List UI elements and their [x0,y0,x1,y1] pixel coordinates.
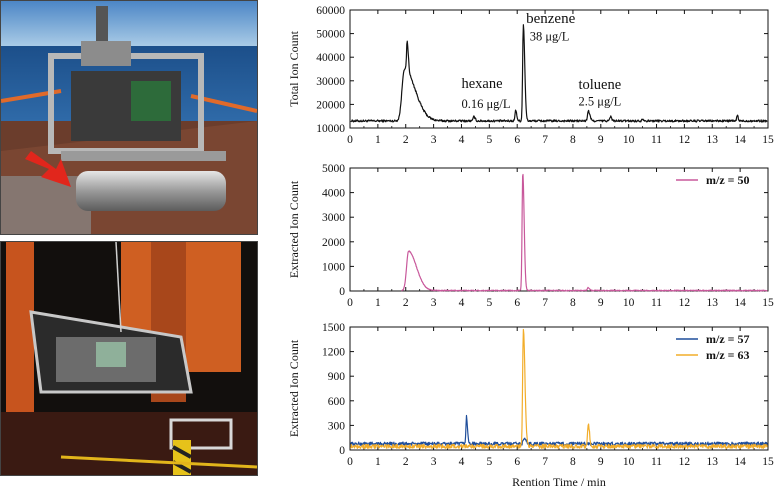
x-tick-label: 6 [514,134,520,146]
x-tick-label: 6 [514,456,520,468]
y-tick-label: 1500 [322,322,345,334]
x-tick-label: 14 [734,297,746,309]
x-tick-label: 4 [459,134,465,146]
x-tick-label: 5 [486,134,492,146]
x-tick-label: 8 [570,134,576,146]
y-tick-label: 0 [339,445,345,457]
x-tick-label: 9 [598,456,604,468]
series-line-m-z-50 [401,173,768,292]
y-tick-label: 1000 [322,261,345,273]
x-tick-label: 3 [431,297,437,309]
x-axis-label: Rention Time / min [512,475,606,489]
series-line-tic [350,24,768,123]
y-axis-label: Extracted Ion Count [287,339,301,437]
y-tick-label: 5000 [322,163,345,175]
y-tick-label: 60000 [316,5,345,17]
x-tick-label: 10 [623,456,635,468]
x-tick-label: 6 [514,297,520,309]
x-tick-label: 9 [598,134,604,146]
x-tick-label: 8 [570,297,576,309]
x-tick-label: 12 [679,456,691,468]
photo-column [0,0,258,498]
y-tick-label: 20000 [316,99,345,111]
x-tick-label: 14 [734,456,746,468]
x-tick-label: 12 [679,134,691,146]
x-tick-label: 10 [623,134,635,146]
x-tick-label: 9 [598,297,604,309]
peak-annotation: benzene [526,11,575,27]
y-axis-label: Total Ion Count [287,30,301,106]
x-tick-label: 3 [431,456,437,468]
peak-annotation: 2.5 μg/L [579,95,622,109]
photo-sensor-on-deck [0,0,258,235]
y-tick-label: 50000 [316,29,345,41]
x-tick-label: 8 [570,456,576,468]
x-tick-label: 0 [347,297,353,309]
x-tick-label: 13 [707,297,719,309]
y-tick-label: 30000 [316,76,345,88]
x-tick-label: 5 [486,297,492,309]
x-tick-label: 7 [542,456,548,468]
y-tick-label: 40000 [316,52,345,64]
y-tick-label: 1200 [322,347,345,359]
x-tick-label: 3 [431,134,437,146]
legend-entry: m/z = 50 [706,173,750,187]
y-tick-label: 300 [328,420,346,432]
peak-annotation: hexane [461,76,502,92]
x-tick-label: 13 [707,456,719,468]
y-tick-label: 0 [339,286,345,298]
x-tick-label: 5 [486,456,492,468]
x-tick-label: 0 [347,456,353,468]
x-tick-label: 15 [762,297,774,309]
x-tick-label: 1 [375,134,381,146]
photo-sensor-deployment-night [0,241,258,476]
chromatogram-panels: 0 1 2 3 4 5 6 7 8 9 10 11 12 13 14 15100002000030000400… [287,5,774,489]
x-tick-label: 12 [679,297,691,309]
y-axis-label: Extracted Ion Count [287,180,301,278]
x-tick-label: 2 [403,456,409,468]
x-tick-label: 0 [347,134,353,146]
peak-annotation: toluene [579,77,622,93]
y-tick-label: 3000 [322,212,345,224]
x-tick-label: 7 [542,297,548,309]
x-tick-label: 2 [403,134,409,146]
peak-annotation: 38 μg/L [530,30,570,44]
x-tick-label: 7 [542,134,548,146]
chart-column: 0 1 2 3 4 5 6 7 8 9 10 11 12 13 14 15 10000 20000 30000 400… [258,0,779,498]
x-tick-label: 11 [651,456,662,468]
x-tick-label: 1 [375,456,381,468]
x-tick-label: 11 [651,297,662,309]
x-tick-label: 4 [459,297,465,309]
y-tick-label: 4000 [322,188,345,200]
y-tick-label: 900 [328,371,346,383]
x-tick-label: 11 [651,134,662,146]
x-tick-label: 1 [375,297,381,309]
x-tick-label: 13 [707,134,719,146]
series-line-m-z-63 [350,328,768,449]
x-tick-label: 14 [734,134,746,146]
plot-frame-0 [349,9,769,129]
y-tick-label: 600 [328,396,346,408]
legend-entry: m/z = 57 [706,332,750,346]
series-line-m-z-57 [350,414,768,447]
peak-annotation: 0.16 μg/L [461,97,510,111]
x-tick-label: 15 [762,456,774,468]
x-tick-label: 4 [459,456,465,468]
legend-entry: m/z = 63 [706,348,750,362]
y-tick-label: 2000 [322,237,345,249]
night-photo-illustration [1,242,257,475]
x-tick-label: 15 [762,134,774,146]
y-tick-label: 10000 [316,123,345,135]
x-tick-label: 2 [403,297,409,309]
deck-photo-illustration [1,1,257,234]
x-tick-label: 10 [623,297,635,309]
